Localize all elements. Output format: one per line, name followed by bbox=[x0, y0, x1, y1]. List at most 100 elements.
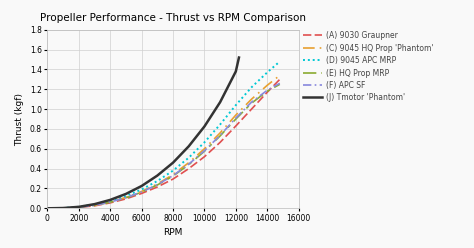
(J) Tmotor 'Phantom' bbox=[236, 56, 242, 59]
(E) HQ Prop MRP bbox=[264, 90, 270, 93]
Line: (E) HQ Prop MRP: (E) HQ Prop MRP bbox=[47, 84, 280, 208]
(F) APC SF bbox=[186, 163, 191, 166]
(E) HQ Prop MRP bbox=[139, 191, 145, 194]
(A) 9030 Graupner bbox=[76, 206, 82, 209]
(J) Tmotor 'Phantom' bbox=[217, 101, 223, 104]
Line: (J) Tmotor 'Phantom': (J) Tmotor 'Phantom' bbox=[47, 58, 239, 208]
(J) Tmotor 'Phantom' bbox=[170, 161, 176, 164]
(C) 9045 HQ Prop 'Phantom' bbox=[76, 206, 82, 209]
(J) Tmotor 'Phantom' bbox=[123, 192, 129, 195]
(J) Tmotor 'Phantom' bbox=[201, 125, 207, 128]
(D) 9045 APC MRP bbox=[107, 199, 113, 202]
(E) HQ Prop MRP bbox=[217, 134, 223, 137]
(E) HQ Prop MRP bbox=[45, 207, 50, 210]
Line: (D) 9045 APC MRP: (D) 9045 APC MRP bbox=[47, 62, 280, 208]
(E) HQ Prop MRP bbox=[91, 204, 97, 207]
(A) 9030 Graupner bbox=[139, 192, 145, 195]
(F) APC SF bbox=[277, 82, 283, 85]
(D) 9045 APC MRP bbox=[264, 71, 270, 74]
(C) 9045 HQ Prop 'Phantom' bbox=[60, 207, 66, 210]
(C) 9045 HQ Prop 'Phantom' bbox=[264, 84, 270, 87]
(A) 9030 Graupner bbox=[60, 207, 66, 210]
(E) HQ Prop MRP bbox=[201, 150, 207, 153]
(F) APC SF bbox=[123, 196, 129, 199]
(J) Tmotor 'Phantom' bbox=[233, 70, 238, 73]
(D) 9045 APC MRP bbox=[249, 86, 255, 89]
(C) 9045 HQ Prop 'Phantom' bbox=[139, 190, 145, 193]
(A) 9030 Graupner bbox=[201, 155, 207, 158]
(F) APC SF bbox=[45, 207, 50, 210]
(F) APC SF bbox=[139, 190, 145, 193]
(J) Tmotor 'Phantom' bbox=[60, 207, 66, 210]
(E) HQ Prop MRP bbox=[249, 102, 255, 105]
Y-axis label: Thrust (kgf): Thrust (kgf) bbox=[15, 93, 24, 146]
(C) 9045 HQ Prop 'Phantom' bbox=[123, 196, 129, 199]
(F) APC SF bbox=[233, 117, 238, 120]
(F) APC SF bbox=[91, 204, 97, 207]
(E) HQ Prop MRP bbox=[155, 184, 160, 186]
(F) APC SF bbox=[249, 101, 255, 104]
(C) 9045 HQ Prop 'Phantom' bbox=[107, 200, 113, 203]
Legend: (A) 9030 Graupner, (C) 9045 HQ Prop 'Phantom', (D) 9045 APC MRP, (E) HQ Prop MRP: (A) 9030 Graupner, (C) 9045 HQ Prop 'Pha… bbox=[301, 30, 435, 104]
(F) APC SF bbox=[201, 149, 207, 152]
(C) 9045 HQ Prop 'Phantom' bbox=[45, 207, 50, 210]
(F) APC SF bbox=[107, 201, 113, 204]
(F) APC SF bbox=[264, 89, 270, 92]
(C) 9045 HQ Prop 'Phantom' bbox=[217, 131, 223, 134]
(J) Tmotor 'Phantom' bbox=[91, 203, 97, 206]
(J) Tmotor 'Phantom' bbox=[155, 174, 160, 177]
(E) HQ Prop MRP bbox=[76, 206, 82, 209]
(A) 9030 Graupner bbox=[186, 167, 191, 170]
(D) 9045 APC MRP bbox=[155, 180, 160, 183]
(D) 9045 APC MRP bbox=[201, 141, 207, 144]
Line: (F) APC SF: (F) APC SF bbox=[47, 83, 280, 208]
(A) 9030 Graupner bbox=[123, 197, 129, 200]
Line: (A) 9030 Graupner: (A) 9030 Graupner bbox=[47, 79, 280, 208]
(C) 9045 HQ Prop 'Phantom' bbox=[155, 183, 160, 186]
(C) 9045 HQ Prop 'Phantom' bbox=[91, 204, 97, 207]
(J) Tmotor 'Phantom' bbox=[186, 145, 191, 148]
(E) HQ Prop MRP bbox=[186, 163, 191, 166]
(C) 9045 HQ Prop 'Phantom' bbox=[249, 98, 255, 101]
(J) Tmotor 'Phantom' bbox=[139, 185, 145, 187]
(F) APC SF bbox=[76, 206, 82, 209]
(D) 9045 APC MRP bbox=[123, 194, 129, 197]
(C) 9045 HQ Prop 'Phantom' bbox=[201, 147, 207, 150]
(A) 9030 Graupner bbox=[277, 78, 283, 81]
(C) 9045 HQ Prop 'Phantom' bbox=[186, 161, 191, 164]
(D) 9045 APC MRP bbox=[91, 203, 97, 206]
(D) 9045 APC MRP bbox=[170, 169, 176, 172]
(A) 9030 Graupner bbox=[155, 186, 160, 188]
(A) 9030 Graupner bbox=[91, 204, 97, 207]
(E) HQ Prop MRP bbox=[123, 196, 129, 199]
(D) 9045 APC MRP bbox=[76, 205, 82, 208]
(D) 9045 APC MRP bbox=[277, 60, 283, 63]
(D) 9045 APC MRP bbox=[186, 156, 191, 159]
(A) 9030 Graupner bbox=[264, 91, 270, 94]
(A) 9030 Graupner bbox=[45, 207, 50, 210]
(F) APC SF bbox=[155, 183, 160, 186]
(D) 9045 APC MRP bbox=[217, 123, 223, 126]
(F) APC SF bbox=[60, 207, 66, 210]
(A) 9030 Graupner bbox=[217, 141, 223, 144]
(F) APC SF bbox=[217, 134, 223, 137]
(D) 9045 APC MRP bbox=[233, 104, 238, 107]
(F) APC SF bbox=[170, 174, 176, 177]
(J) Tmotor 'Phantom' bbox=[76, 205, 82, 208]
(E) HQ Prop MRP bbox=[277, 83, 283, 86]
(A) 9030 Graupner bbox=[233, 124, 238, 127]
Line: (C) 9045 HQ Prop 'Phantom': (C) 9045 HQ Prop 'Phantom' bbox=[47, 75, 280, 208]
(A) 9030 Graupner bbox=[249, 108, 255, 111]
(E) HQ Prop MRP bbox=[60, 207, 66, 210]
(C) 9045 HQ Prop 'Phantom' bbox=[277, 74, 283, 77]
(C) 9045 HQ Prop 'Phantom' bbox=[233, 114, 238, 117]
(D) 9045 APC MRP bbox=[139, 188, 145, 191]
Title: Propeller Performance - Thrust vs RPM Comparison: Propeller Performance - Thrust vs RPM Co… bbox=[40, 13, 306, 23]
(A) 9030 Graupner bbox=[107, 201, 113, 204]
(J) Tmotor 'Phantom' bbox=[45, 207, 50, 210]
X-axis label: RPM: RPM bbox=[164, 228, 182, 237]
(C) 9045 HQ Prop 'Phantom' bbox=[170, 173, 176, 176]
(D) 9045 APC MRP bbox=[60, 207, 66, 210]
(D) 9045 APC MRP bbox=[45, 207, 50, 210]
(E) HQ Prop MRP bbox=[170, 175, 176, 178]
